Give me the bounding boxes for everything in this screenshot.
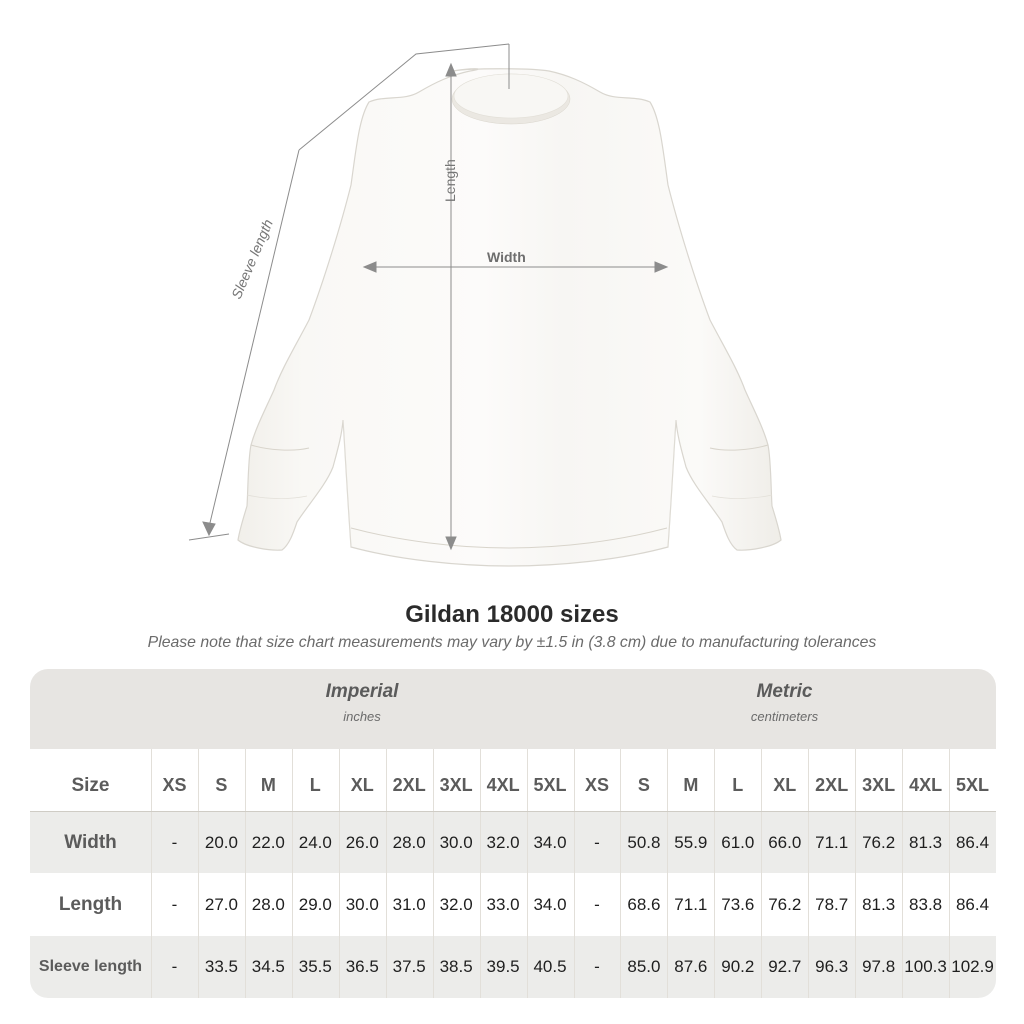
svg-text:Length: Length	[442, 159, 458, 202]
svg-text:Sleeve length: Sleeve length	[228, 217, 276, 302]
svg-text:Width: Width	[487, 249, 526, 265]
